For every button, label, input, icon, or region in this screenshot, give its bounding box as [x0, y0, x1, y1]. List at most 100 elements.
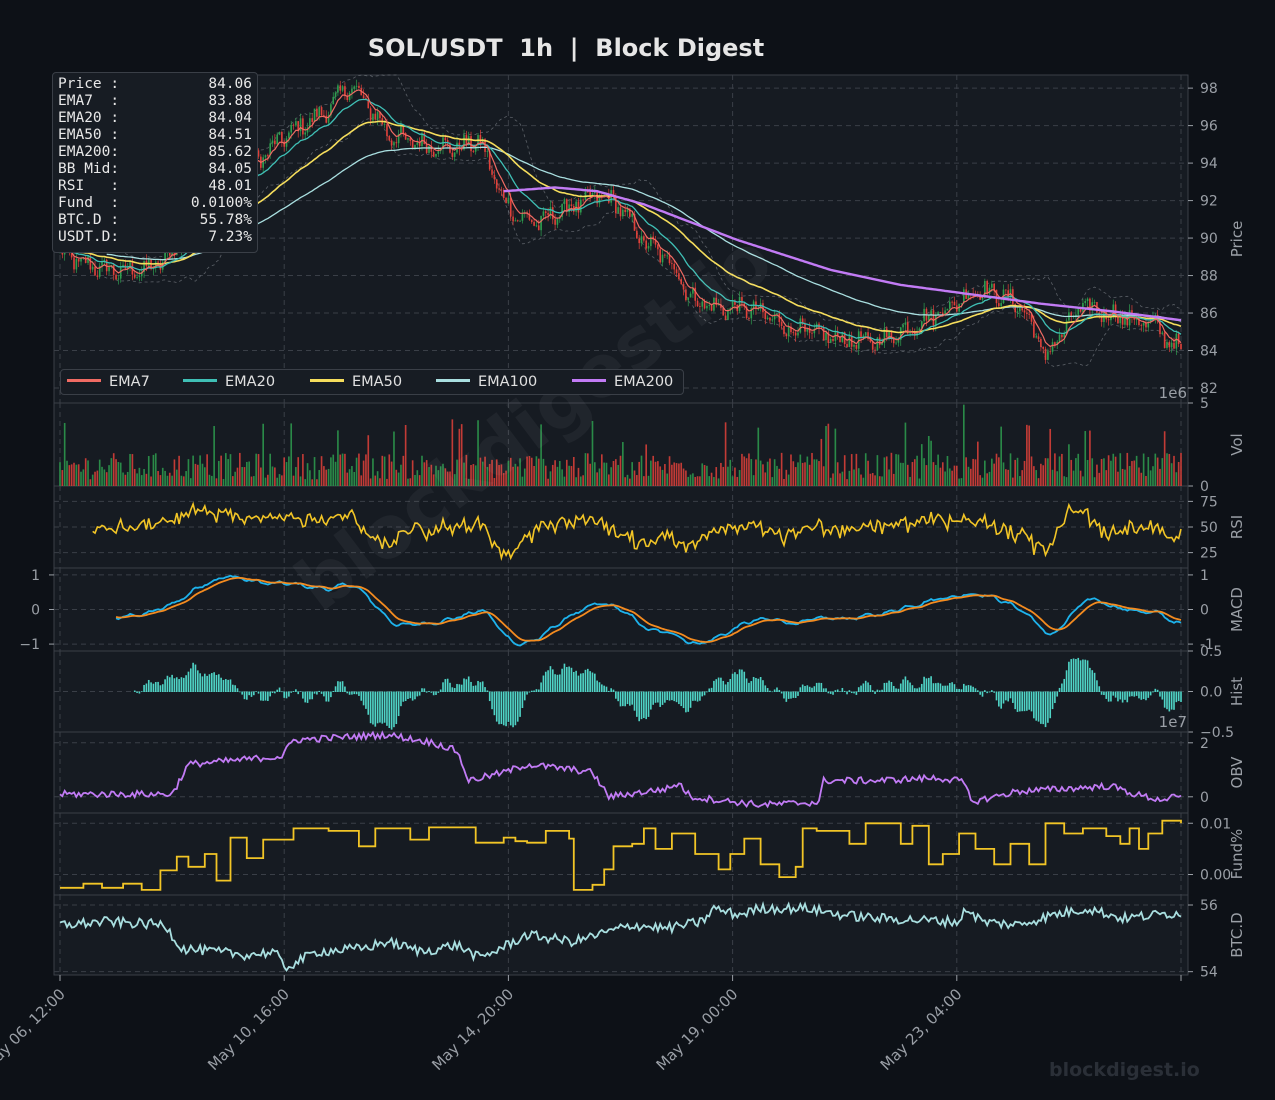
hist-bar	[703, 691, 706, 696]
hist-bar	[295, 689, 297, 692]
candle-body	[918, 328, 921, 332]
candle-body	[785, 334, 788, 337]
volume-bar	[619, 455, 622, 486]
volume-bar	[701, 463, 704, 486]
volume-bar	[1140, 472, 1143, 486]
hist-bar	[157, 681, 159, 692]
hist-bar	[1028, 691, 1031, 710]
candle-body	[278, 132, 281, 135]
volume-bar	[439, 466, 442, 486]
legend-label: EMA100	[478, 374, 538, 390]
hist-bar	[481, 681, 484, 692]
hist-bar	[1021, 691, 1024, 712]
volume-bar	[622, 442, 624, 486]
volume-bar	[1103, 458, 1105, 486]
hist-bar	[551, 669, 554, 692]
candle-body	[290, 124, 293, 133]
btcd-line	[59, 900, 1182, 972]
volume-bar	[741, 453, 743, 486]
hist-bar	[320, 691, 323, 694]
hist-bar	[558, 674, 561, 692]
hist-bar	[783, 691, 785, 699]
hist-bar	[1107, 691, 1110, 702]
candle-body	[348, 92, 351, 101]
candle-body	[509, 197, 512, 217]
volume-bar	[631, 462, 633, 486]
hist-bar	[498, 691, 500, 725]
hist-bar	[720, 677, 722, 692]
candle-body	[337, 85, 339, 93]
volume-bar	[481, 461, 484, 486]
candle-body	[334, 92, 337, 97]
hist-bar	[629, 691, 631, 706]
candle-body	[89, 256, 92, 270]
volume-bar	[472, 464, 475, 486]
hist-bar	[388, 691, 391, 729]
hist-bar	[678, 691, 680, 705]
volume-bar	[409, 478, 412, 486]
volume-bar	[234, 471, 236, 486]
hist-bar	[822, 688, 825, 692]
volume-bar	[1009, 453, 1012, 486]
candle-body	[853, 344, 855, 347]
volume-bar	[965, 457, 967, 486]
hist-bar	[1044, 691, 1047, 728]
volume-bar	[1152, 466, 1154, 486]
volume-bar	[236, 467, 239, 486]
volume-bar	[404, 424, 407, 486]
hist-bar	[493, 691, 496, 716]
hist-bar	[902, 679, 904, 692]
hist-bar	[161, 684, 164, 692]
hist-bar	[248, 691, 250, 696]
hist-bar	[224, 679, 227, 692]
hist-bar	[734, 672, 736, 692]
volume-bar	[603, 462, 605, 486]
hist-bar	[544, 671, 547, 692]
candle-body	[1175, 333, 1178, 349]
volume-bar	[1096, 464, 1098, 486]
volume-bar	[654, 461, 657, 486]
volume-bar	[502, 473, 505, 486]
candle-body	[1033, 321, 1035, 338]
hist-bar	[1161, 691, 1164, 700]
hist-bar	[325, 691, 328, 702]
candle-body	[126, 267, 129, 270]
volume-bar	[790, 454, 792, 486]
volume-bar	[367, 435, 370, 486]
volume-bar	[696, 476, 699, 486]
candle-body	[311, 118, 314, 122]
volume-bar	[547, 478, 549, 486]
volume-bar	[708, 476, 711, 486]
hist-bar	[993, 691, 995, 693]
hist-bar	[932, 683, 935, 692]
volume-bar	[920, 444, 923, 486]
volume-bar	[358, 453, 360, 486]
hist-bar	[337, 681, 339, 692]
candle-body	[673, 263, 676, 270]
candle-body	[722, 307, 725, 316]
hist-bar	[1117, 691, 1119, 702]
volume-bar	[196, 464, 199, 486]
hist-bar	[692, 691, 694, 701]
hist-bar	[187, 671, 190, 692]
hist-bar	[871, 690, 874, 692]
candle-body	[654, 239, 657, 245]
candle-body	[1149, 320, 1152, 322]
candle-body	[80, 257, 82, 262]
hist-bar	[755, 677, 757, 692]
volume-bar	[1068, 444, 1070, 486]
hist-bar	[820, 682, 823, 692]
hist-bar	[472, 685, 475, 692]
candle-body	[570, 204, 573, 207]
hist-bar	[255, 691, 257, 692]
hist-bar	[572, 671, 575, 692]
hist-bar	[232, 684, 234, 692]
hist-bar	[647, 691, 650, 717]
volume-bar	[400, 464, 402, 486]
candle-body	[514, 220, 517, 222]
hist-bar	[145, 683, 148, 692]
volume-bar	[972, 458, 974, 486]
candle-body	[119, 267, 122, 279]
candle-body	[806, 328, 809, 332]
hist-bar	[673, 691, 676, 702]
